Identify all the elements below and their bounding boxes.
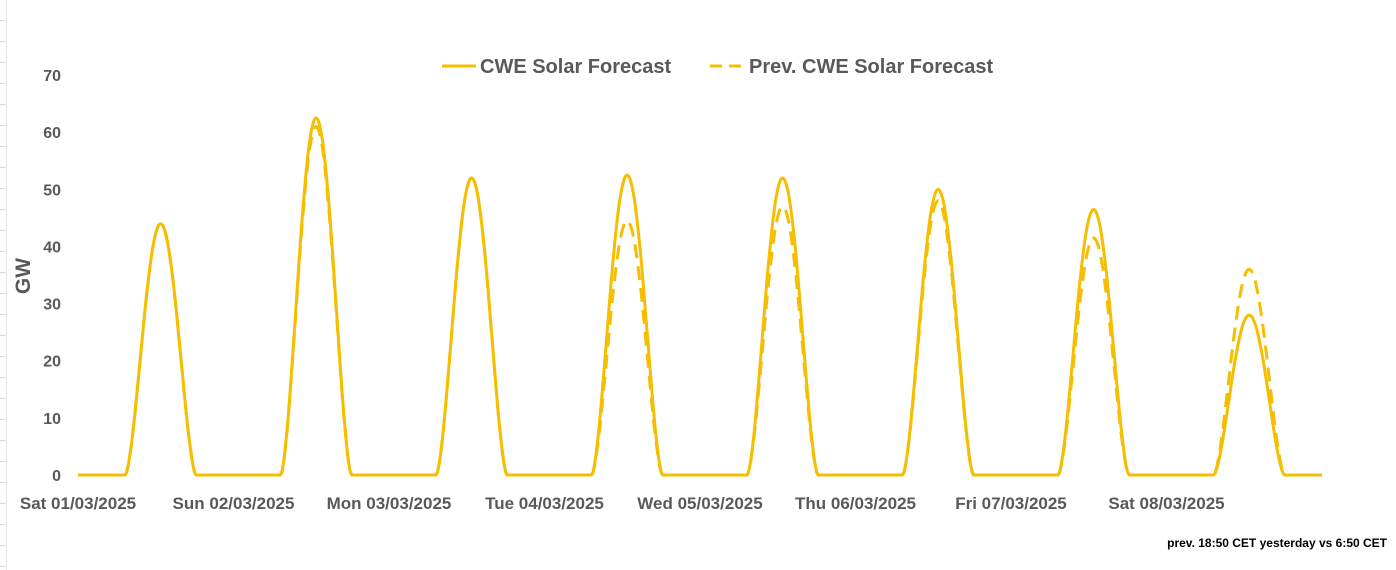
- y-tick-label: 50: [43, 182, 61, 199]
- y-tick-label: 20: [43, 354, 61, 371]
- x-tick-label: Sun 02/03/2025: [173, 494, 295, 513]
- forecast-annotation: prev. 18:50 CET yesterday vs 6:50 CET: [1167, 536, 1388, 550]
- x-tick-label: Mon 03/03/2025: [327, 494, 452, 513]
- series-line-prev-forecast: [78, 124, 1322, 477]
- x-tick-label: Tue 04/03/2025: [485, 494, 604, 513]
- legend-label-dashed: Prev. CWE Solar Forecast: [749, 56, 994, 78]
- y-tick-label: 0: [52, 468, 61, 485]
- series-lines: [78, 116, 1322, 477]
- y-tick-label: 60: [43, 125, 61, 142]
- y-axis-label: GW: [12, 258, 35, 294]
- x-axis-ticks: Sat 01/03/2025 Sun 02/03/2025 Mon 03/03/20…: [20, 494, 1225, 513]
- x-tick-label: Fri 07/03/2025: [955, 494, 1067, 513]
- series-line-forecast: [78, 116, 1322, 477]
- x-tick-label: Sat 08/03/2025: [1108, 494, 1224, 513]
- x-tick-label: Wed 05/03/2025: [637, 494, 762, 513]
- y-tick-label: 40: [43, 239, 61, 256]
- legend: CWE Solar Forecast Prev. CWE Solar Forec…: [442, 56, 994, 78]
- y-tick-label: 10: [43, 411, 61, 428]
- legend-label-solid: CWE Solar Forecast: [480, 56, 672, 78]
- y-tick-label: 70: [43, 68, 61, 85]
- y-tick-label: 30: [43, 297, 61, 314]
- x-tick-label: Thu 06/03/2025: [795, 494, 916, 513]
- y-axis-ticks: 0 10 20 30 40 50 60 70: [43, 68, 61, 485]
- x-tick-label: Sat 01/03/2025: [20, 494, 136, 513]
- sheet-row-border: [0, 0, 7, 570]
